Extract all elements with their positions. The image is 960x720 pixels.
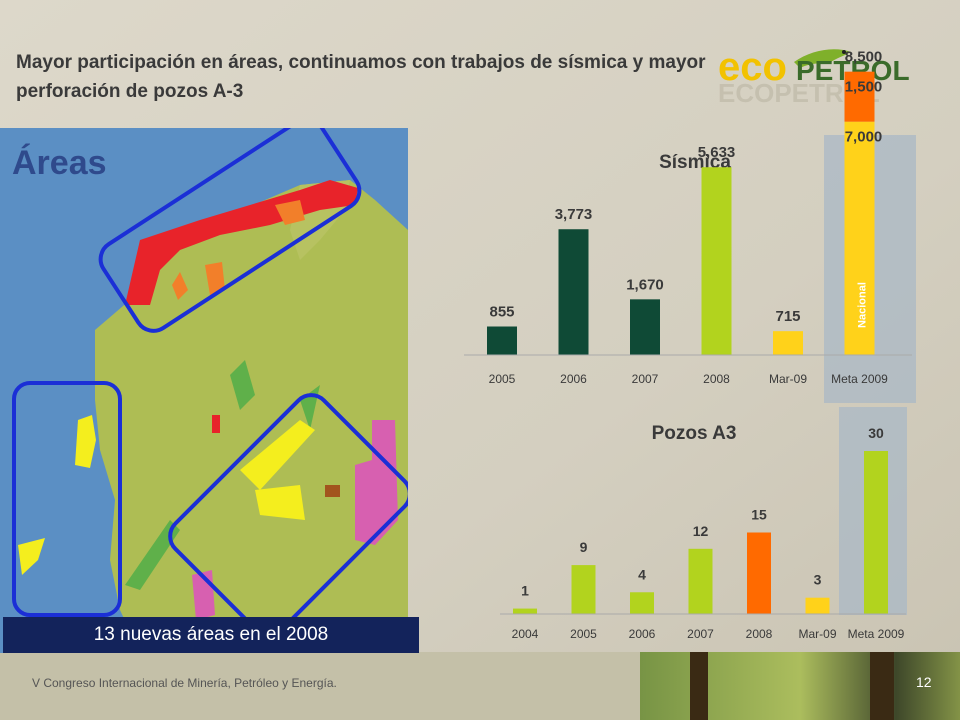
sismica-bar (487, 326, 517, 355)
sismica-bar-extra (844, 71, 875, 122)
pozos-bar (571, 565, 596, 614)
region-outline-north (98, 128, 362, 333)
pozos-value-label: 1 (521, 583, 529, 599)
sismica-bar (773, 331, 803, 355)
slide-title: Mayor participación en áreas, continuamo… (16, 52, 706, 102)
logo-eco-text: eco (718, 45, 787, 89)
sismica-segment-note: Nacional (857, 282, 869, 328)
sismica-value-label: 1,670 (626, 276, 664, 293)
pozos-tick-label: 2004 (512, 627, 539, 641)
sismica-bar (558, 229, 589, 355)
sismica-tick-label: Meta 2009 (831, 372, 888, 386)
sismica-segment-label: 7,000 (845, 129, 883, 146)
sismica-bar (701, 167, 732, 355)
pozos-tick-label: 2005 (570, 627, 597, 641)
sismica-value-label: 5,633 (698, 144, 736, 161)
colombia-areas-map (0, 128, 408, 653)
footer-text: V Congreso Internacional de Minería, Pet… (32, 676, 337, 690)
pink-block-areas (355, 420, 398, 545)
pozos-tick-label: Mar-09 (798, 627, 836, 641)
sismica-bar (630, 299, 660, 355)
map-caption: 13 nuevas áreas en el 2008 (3, 617, 419, 653)
pozos-value-label: 4 (638, 566, 646, 582)
pozos-title: Pozos A3 (652, 423, 737, 444)
sismica-value-label: 855 (489, 304, 514, 321)
pozos-tick-label: 2007 (687, 627, 714, 641)
pozos-bar (864, 451, 888, 614)
page-number: 12 (916, 674, 932, 690)
sismica-tick-label: 2007 (632, 372, 659, 386)
sismica-value-label: 715 (775, 308, 800, 325)
sismica-bar-nacional (844, 121, 875, 356)
pozos-tick-label: 2008 (746, 627, 773, 641)
sismica-tick-label: 2005 (489, 372, 516, 386)
region-outline-east (168, 393, 408, 637)
sismica-value-label: 3,773 (555, 206, 593, 223)
sismica-segment-label: 1,500 (845, 79, 883, 96)
pozos-tick-label: 2006 (629, 627, 656, 641)
region-outline-pacific (12, 381, 122, 617)
island-shape (75, 415, 96, 468)
iguana-icon (794, 49, 851, 68)
sismica-tick-label: Mar-09 (769, 372, 807, 386)
pozos-value-label: 12 (693, 523, 709, 539)
pozos-tick-label: Meta 2009 (848, 627, 905, 641)
sismica-tick-label: 2006 (560, 372, 587, 386)
pozos-bar (513, 608, 537, 614)
map-title: Áreas (12, 144, 107, 182)
sismica-tick-label: 2008 (703, 372, 730, 386)
pozos-bar (688, 548, 713, 614)
pozos-value-label: 3 (814, 572, 822, 588)
pozos-value-label: 30 (868, 425, 884, 441)
pozos-bar (630, 592, 654, 614)
pozos-bar (805, 597, 830, 614)
pozos-value-label: 15 (751, 507, 767, 523)
pozos-bar (747, 532, 771, 614)
sismica-value-label: 8,500 (845, 49, 883, 66)
pozos-value-label: 9 (580, 539, 588, 555)
